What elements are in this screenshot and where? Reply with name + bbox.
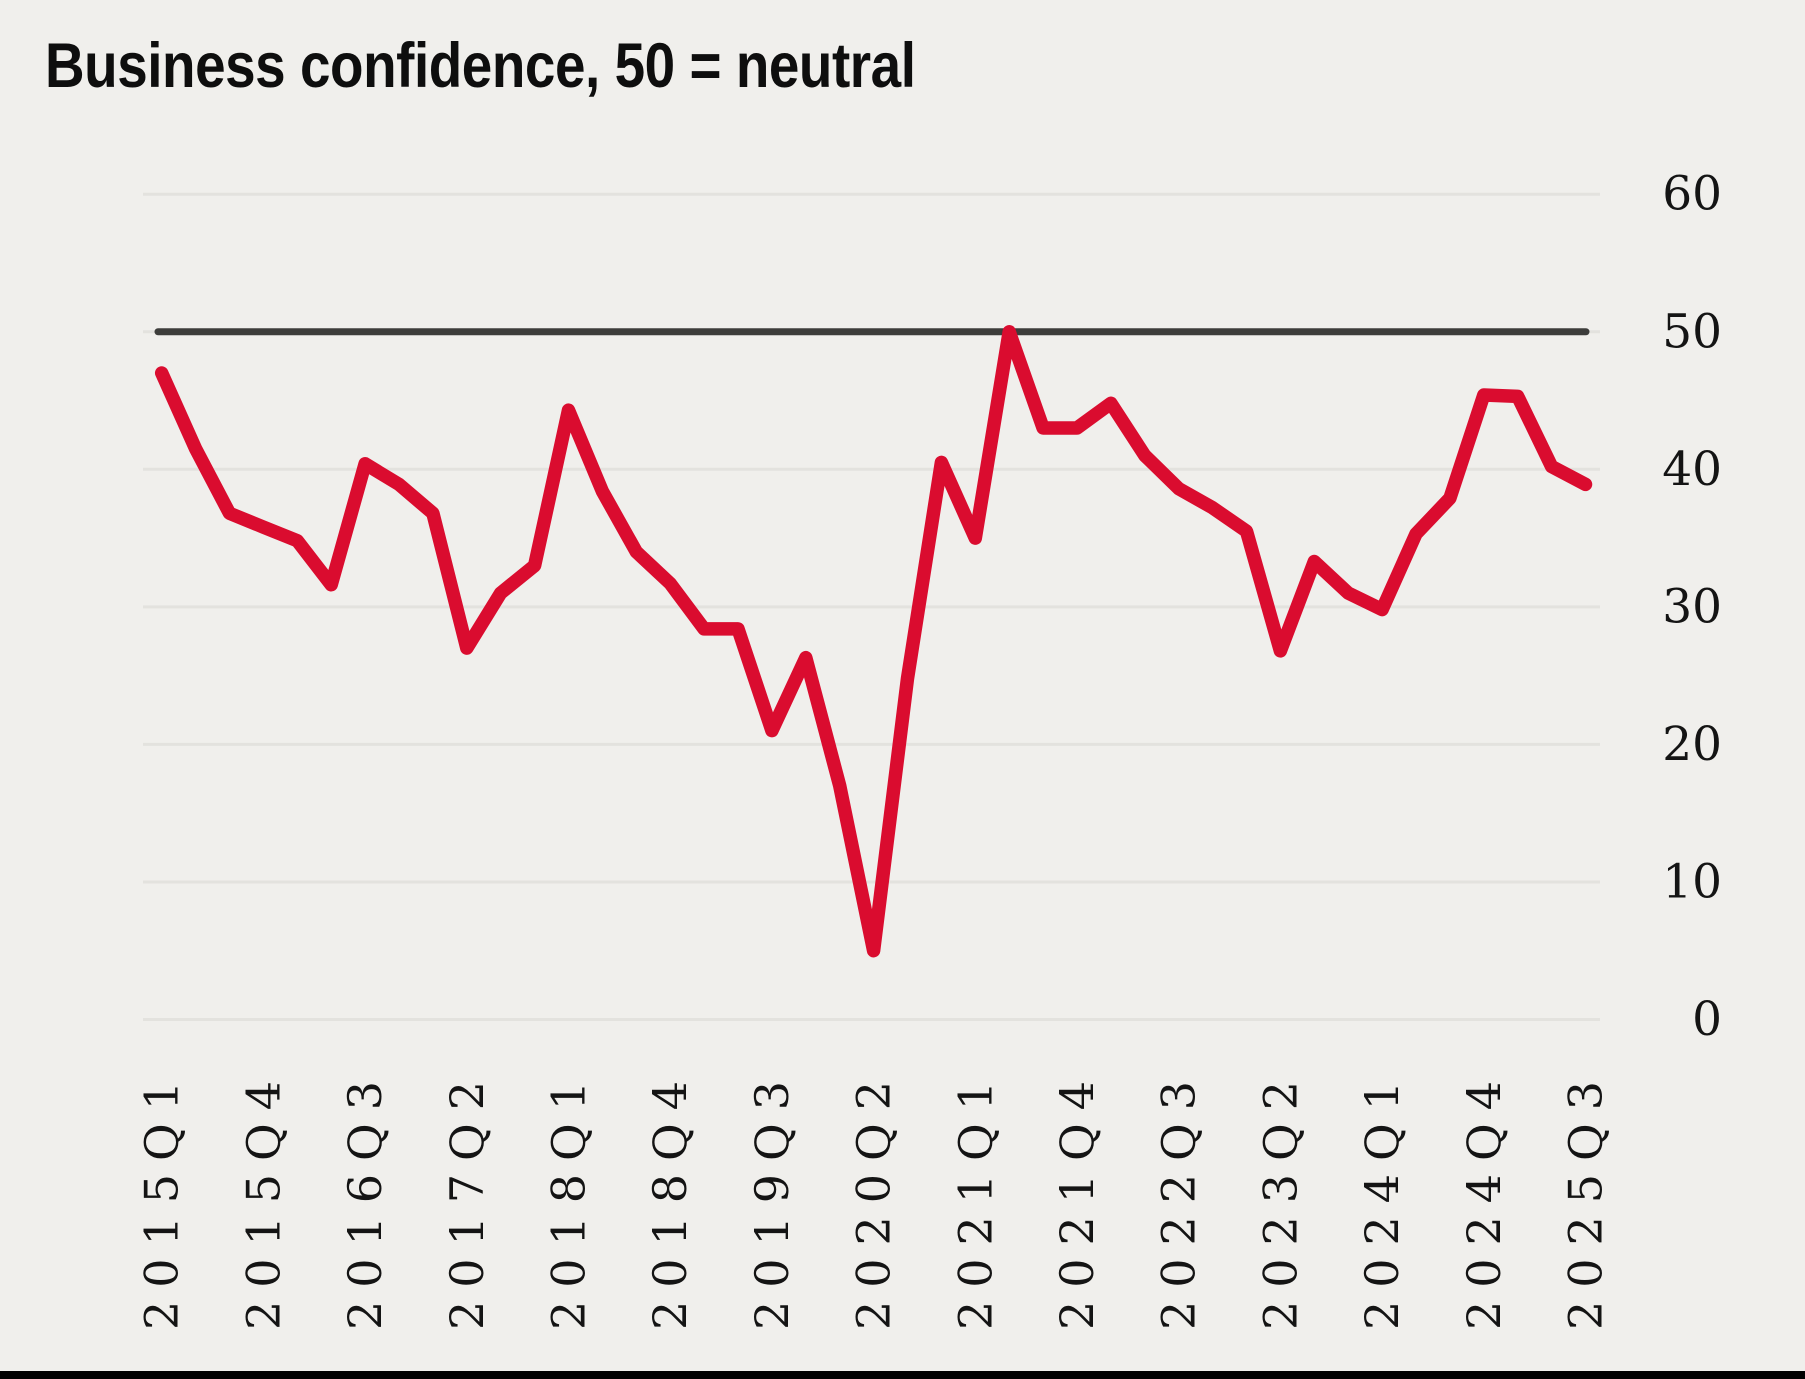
y-axis-tick-label: 30 (1662, 579, 1722, 634)
x-axis-tick-label: 2021Q1 (948, 1068, 1002, 1330)
y-axis-tick-label: 20 (1662, 717, 1722, 772)
x-axis-tick-label: 2023Q2 (1253, 1068, 1307, 1330)
y-axis-tick-label: 50 (1662, 304, 1722, 359)
x-axis-tick-label: 2015Q4 (236, 1068, 290, 1330)
x-axis-tick-label: 2022Q3 (1152, 1068, 1206, 1330)
x-axis-tick-label: 2018Q1 (542, 1068, 596, 1330)
y-axis-tick-label: 10 (1662, 854, 1722, 909)
confidence-line-group (154, 325, 1593, 958)
x-axis-tick-label: 2016Q3 (338, 1068, 392, 1330)
x-axis-tick-label: 2018Q4 (643, 1068, 697, 1330)
chart-title: Business confidence, 50 = neutral (45, 31, 916, 101)
confidence-line (154, 325, 1593, 958)
x-axis-tick-label: 2020Q2 (847, 1068, 901, 1330)
x-axis-tick-label: 2019Q3 (745, 1068, 799, 1330)
y-axis-tick-label: 60 (1662, 167, 1722, 222)
y-axis-tick-labels: 0 10 20 30 40 50 60 (1662, 167, 1722, 1047)
x-axis-tick-labels: 2015Q1 2015Q4 2016Q3 2017Q2 2018Q1 2018Q4 2019… (135, 1068, 1613, 1330)
x-axis-tick-label: 2025Q3 (1559, 1068, 1613, 1330)
y-axis-tick-label: 0 (1692, 992, 1722, 1047)
x-axis-tick-label: 2024Q4 (1457, 1068, 1511, 1330)
y-axis-tick-label: 40 (1662, 442, 1722, 497)
bottom-border-bar (0, 1371, 1805, 1379)
x-axis-tick-label: 2021Q4 (1050, 1068, 1104, 1330)
x-axis-tick-label: 2017Q2 (440, 1068, 494, 1330)
x-axis-tick-label: 2015Q1 (135, 1068, 189, 1330)
x-axis-tick-label: 2024Q1 (1355, 1068, 1409, 1330)
